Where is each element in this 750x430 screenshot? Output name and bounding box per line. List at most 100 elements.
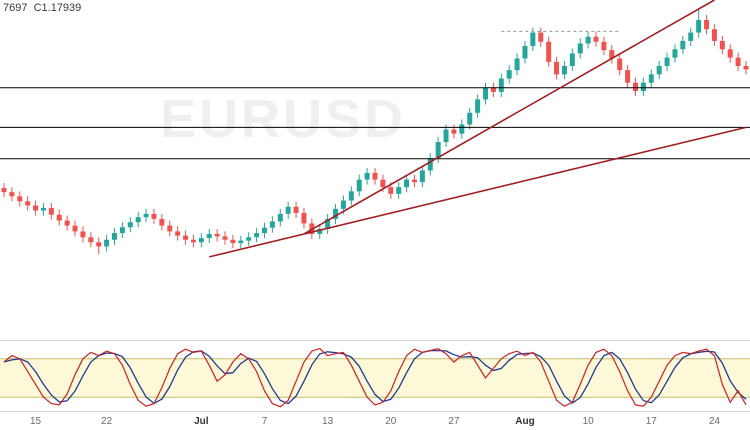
time-axis-tick[interactable]: 7 — [262, 416, 268, 427]
candle-body — [88, 237, 94, 243]
candle-body — [64, 220, 70, 226]
candle-body — [601, 41, 607, 51]
candle-body — [261, 227, 267, 234]
candle-body — [151, 213, 157, 219]
candle-body — [214, 233, 220, 237]
candle-body — [514, 58, 520, 71]
candle-body — [372, 172, 378, 180]
candle-body — [617, 58, 623, 71]
candle-body — [648, 74, 654, 83]
candle-body — [711, 29, 717, 41]
candle-body — [625, 70, 631, 83]
candle-body — [427, 157, 433, 171]
time-axis-tick[interactable]: 15 — [30, 416, 42, 427]
time-axis-tick[interactable]: 24 — [709, 416, 721, 427]
candle-body — [577, 43, 583, 54]
candle-body — [104, 239, 110, 247]
trend-line[interactable] — [209, 126, 747, 258]
candle-body — [380, 179, 386, 188]
time-axis-tick[interactable]: Jul — [194, 416, 209, 427]
candle-body — [72, 225, 78, 232]
candle-body — [325, 218, 331, 229]
candle-body — [664, 57, 670, 66]
candle-body — [419, 170, 425, 183]
candle-body — [483, 87, 489, 100]
candle-body — [719, 40, 725, 50]
time-axis-tick[interactable]: 17 — [646, 416, 658, 427]
candle-body — [246, 237, 252, 241]
time-axis-tick[interactable]: 10 — [583, 416, 595, 427]
candle-body — [593, 36, 599, 42]
candle-body — [561, 66, 567, 75]
stochastic-k-line — [3, 347, 747, 408]
candle-body — [672, 49, 678, 58]
candle-body — [340, 200, 346, 209]
trend-line[interactable] — [303, 0, 715, 235]
candle-body — [167, 225, 173, 232]
candle-body — [704, 20, 710, 30]
candle-body — [40, 208, 46, 211]
candle-body — [238, 240, 244, 244]
candle-body — [490, 87, 496, 92]
stochastic-d-line — [3, 349, 747, 405]
candle-body — [159, 218, 165, 226]
candle-body — [112, 233, 118, 240]
candle-body — [735, 57, 741, 66]
candle-body — [396, 187, 402, 194]
candle-body — [254, 233, 260, 238]
candle-body — [451, 129, 457, 134]
candle-body — [688, 32, 694, 41]
candle-body — [475, 99, 481, 113]
candle-body — [435, 142, 441, 158]
time-axis-tick[interactable]: 27 — [448, 416, 460, 427]
candle-body — [277, 213, 283, 222]
ohlc-legend: 7697 C1.17939 — [3, 2, 82, 14]
candle-body — [569, 53, 575, 66]
candle-body — [680, 40, 686, 50]
stochastic-band — [0, 358, 750, 398]
candle-body — [404, 179, 410, 188]
candle-body — [56, 214, 62, 221]
candle-body — [80, 231, 86, 238]
candle-body — [364, 172, 370, 180]
candle-body — [656, 66, 662, 75]
candle-body — [632, 82, 638, 92]
candle-body — [530, 32, 536, 46]
candle-body — [198, 238, 204, 243]
candle-body — [538, 32, 544, 42]
time-axis-tick[interactable]: Aug — [515, 416, 534, 427]
candle-body — [222, 236, 228, 240]
candle-body — [585, 36, 591, 44]
candle-body — [348, 191, 354, 201]
candle-body — [1, 187, 7, 193]
candle-body — [333, 208, 339, 219]
candle-body — [443, 129, 449, 143]
candle-body — [17, 196, 23, 202]
candle-body — [506, 70, 512, 79]
time-axis-tick[interactable]: 13 — [322, 416, 334, 427]
candle-body — [459, 124, 465, 134]
candle-body — [285, 206, 291, 214]
candle-body — [206, 233, 212, 239]
candle-body — [33, 205, 39, 211]
candle-body — [301, 213, 307, 224]
candle-body — [411, 179, 417, 183]
symbol-watermark: EURUSD — [160, 89, 407, 149]
candle-body — [230, 239, 236, 244]
candle-body — [175, 231, 181, 236]
time-axis-tick[interactable]: 20 — [385, 416, 397, 427]
candle-body — [48, 208, 54, 215]
candle-body — [640, 82, 646, 92]
time-axis-tick[interactable]: 22 — [101, 416, 113, 427]
candle-body — [522, 45, 528, 59]
candle-body — [183, 235, 189, 240]
candle-body — [388, 187, 394, 194]
candle-body — [609, 50, 615, 59]
candle-body — [727, 49, 733, 58]
candle-body — [317, 228, 323, 234]
candle-body — [135, 217, 141, 223]
candle-body — [467, 112, 473, 125]
candle-body — [143, 213, 149, 218]
